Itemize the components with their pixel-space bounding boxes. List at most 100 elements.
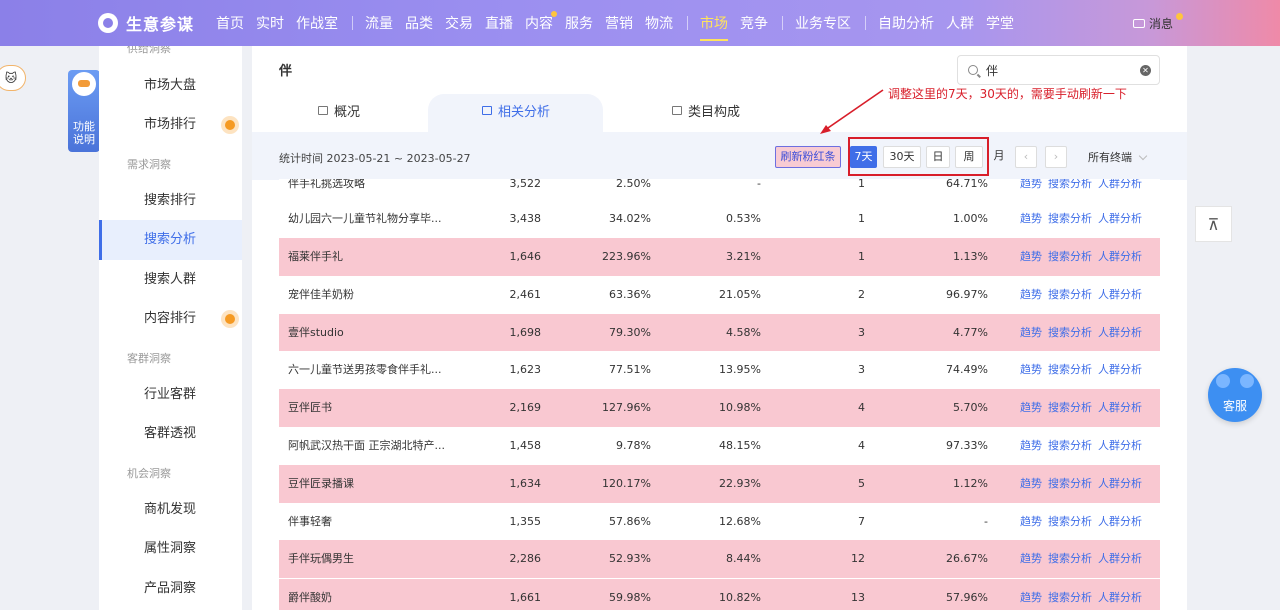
nav-service[interactable]: 服务 <box>565 16 594 32</box>
nav-academy[interactable]: 学堂 <box>986 16 1015 32</box>
nav-warroom[interactable]: 作战室 <box>296 16 339 32</box>
crowd-analysis-link[interactable]: 人群分析 <box>1098 179 1142 190</box>
nav-business-zone[interactable]: 业务专区 <box>795 16 852 32</box>
trend-link[interactable]: 趋势 <box>1020 179 1042 190</box>
sidebar-item-search-analysis[interactable]: 搜索分析 <box>99 220 242 260</box>
search-analysis-link[interactable]: 搜索分析 <box>1048 250 1092 263</box>
sidebar-item-attribute-insight[interactable]: 属性洞察 <box>144 541 197 556</box>
tab-category-composition[interactable]: 类目构成 <box>672 101 740 120</box>
nav-competition[interactable]: 竞争 <box>740 16 769 32</box>
trend-link[interactable]: 趋势 <box>1020 250 1042 263</box>
sidebar-item-crowd-insight[interactable]: 客群透视 <box>144 426 197 441</box>
mail-icon <box>1133 19 1145 28</box>
message-button[interactable]: 消息 <box>1133 15 1173 32</box>
nav-content[interactable]: 内容 <box>525 11 558 33</box>
trend-link[interactable]: 趋势 <box>1020 326 1042 339</box>
brand-logo[interactable]: 生意参谋 <box>98 11 194 35</box>
terminal-select[interactable]: 所有终端 <box>1088 149 1148 165</box>
nav-category[interactable]: 品类 <box>405 16 434 32</box>
nav-market[interactable]: 市场 <box>700 13 729 41</box>
crowd-analysis-link[interactable]: 人群分析 <box>1098 250 1142 263</box>
period-30d-button[interactable]: 30天 <box>883 146 921 168</box>
cell-value: 12.68% <box>719 515 761 528</box>
sidebar-item-market-rank[interactable]: 市场排行 <box>99 105 242 145</box>
refresh-pink-button[interactable]: 刷新粉红条 <box>775 146 841 168</box>
sidebar-item-product-insight[interactable]: 产品洞察 <box>144 581 197 596</box>
period-week-button[interactable]: 周 <box>955 146 983 168</box>
search-analysis-link[interactable]: 搜索分析 <box>1048 326 1092 339</box>
trend-link[interactable]: 趋势 <box>1020 515 1042 528</box>
sidebar-item-opportunity-discovery[interactable]: 商机发现 <box>144 502 197 517</box>
trend-link[interactable]: 趋势 <box>1020 288 1042 301</box>
next-period-button[interactable]: › <box>1045 146 1067 168</box>
crowd-analysis-link[interactable]: 人群分析 <box>1098 591 1142 604</box>
cell-value: 2.50% <box>616 179 651 190</box>
annotation-text: 调整这里的7天，30天的，需要手动刷新一下 <box>888 87 1127 101</box>
sidebar-section-opportunity: 机会洞察 <box>127 467 171 480</box>
nav-traffic[interactable]: 流量 <box>365 16 394 32</box>
sidebar-item-search-crowd[interactable]: 搜索人群 <box>144 272 197 287</box>
nav-realtime[interactable]: 实时 <box>256 16 285 32</box>
search-analysis-link[interactable]: 搜索分析 <box>1048 401 1092 414</box>
hot-badge-icon <box>221 116 239 134</box>
customer-service-button[interactable]: 客服 <box>1208 368 1262 422</box>
search-analysis-link[interactable]: 搜索分析 <box>1048 552 1092 565</box>
trend-link[interactable]: 趋势 <box>1020 212 1042 225</box>
sidebar-item-market-overview[interactable]: 市场大盘 <box>144 78 197 93</box>
search-analysis-link[interactable]: 搜索分析 <box>1048 212 1092 225</box>
crowd-analysis-link[interactable]: 人群分析 <box>1098 363 1142 376</box>
cell-value: 3,438 <box>509 212 542 225</box>
crowd-analysis-link[interactable]: 人群分析 <box>1098 515 1142 528</box>
search-analysis-link[interactable]: 搜索分析 <box>1048 477 1092 490</box>
trend-link[interactable]: 趋势 <box>1020 552 1042 565</box>
sidebar-item-content-rank[interactable]: 内容排行 <box>99 299 242 339</box>
nav-live[interactable]: 直播 <box>485 16 514 32</box>
cell-value: 79.30% <box>609 326 651 339</box>
search-input[interactable]: 伴 ✕ <box>957 55 1160 85</box>
assistant-avatar-icon[interactable]: 🐱 <box>0 65 26 91</box>
row-actions: 趋势 搜索分析 人群分析 <box>1020 200 1148 238</box>
crowd-analysis-link[interactable]: 人群分析 <box>1098 326 1142 339</box>
trend-link[interactable]: 趋势 <box>1020 591 1042 604</box>
search-analysis-link[interactable]: 搜索分析 <box>1048 288 1092 301</box>
cell-value: 4.58% <box>726 326 761 339</box>
search-analysis-link[interactable]: 搜索分析 <box>1048 179 1092 190</box>
nav-trade[interactable]: 交易 <box>445 16 474 32</box>
crowd-analysis-link[interactable]: 人群分析 <box>1098 477 1142 490</box>
trend-link[interactable]: 趋势 <box>1020 477 1042 490</box>
search-analysis-link[interactable]: 搜索分析 <box>1048 439 1092 452</box>
nav-crowd[interactable]: 人群 <box>946 16 975 32</box>
search-analysis-link[interactable]: 搜索分析 <box>1048 363 1092 376</box>
nav-logistics[interactable]: 物流 <box>645 16 674 32</box>
prev-period-button[interactable]: ‹ <box>1015 146 1037 168</box>
trend-link[interactable]: 趋势 <box>1020 401 1042 414</box>
crowd-analysis-link[interactable]: 人群分析 <box>1098 288 1142 301</box>
clear-icon[interactable]: ✕ <box>1140 65 1151 76</box>
crowd-analysis-link[interactable]: 人群分析 <box>1098 401 1142 414</box>
tab-related-analysis[interactable]: 相关分析 <box>482 101 550 120</box>
active-tab-bg <box>428 94 603 134</box>
sidebar-item-industry-crowd[interactable]: 行业客群 <box>144 387 197 402</box>
sidebar-item-search-rank[interactable]: 搜索排行 <box>144 193 197 208</box>
nav-home[interactable]: 首页 <box>216 16 245 32</box>
search-analysis-link[interactable]: 搜索分析 <box>1048 591 1092 604</box>
crowd-analysis-link[interactable]: 人群分析 <box>1098 439 1142 452</box>
table-row: 阿帆武汉热干面 正宗湖北特产... 1,458 9.78% 48.15% 4 9… <box>279 427 1160 465</box>
period-month-button[interactable]: 月 <box>993 149 1005 162</box>
search-analysis-link[interactable]: 搜索分析 <box>1048 515 1092 528</box>
cell-value: 223.96% <box>602 250 651 263</box>
trend-link[interactable]: 趋势 <box>1020 439 1042 452</box>
crowd-analysis-link[interactable]: 人群分析 <box>1098 212 1142 225</box>
sidebar-item-label: 内容排行 <box>144 311 197 326</box>
period-day-button[interactable]: 日 <box>926 146 950 168</box>
cell-value: 120.17% <box>602 477 651 490</box>
function-help-tab[interactable]: 功能 说明 <box>68 70 100 152</box>
nav-marketing[interactable]: 营销 <box>605 16 634 32</box>
period-7d-button[interactable]: 7天 <box>850 146 877 168</box>
crowd-analysis-link[interactable]: 人群分析 <box>1098 552 1142 565</box>
back-to-top-button[interactable]: ⊼ <box>1195 206 1232 242</box>
nav-self-analysis[interactable]: 自助分析 <box>878 16 935 32</box>
func-tab-line2: 说明 <box>73 133 95 146</box>
tab-overview[interactable]: 概况 <box>318 101 360 120</box>
trend-link[interactable]: 趋势 <box>1020 363 1042 376</box>
